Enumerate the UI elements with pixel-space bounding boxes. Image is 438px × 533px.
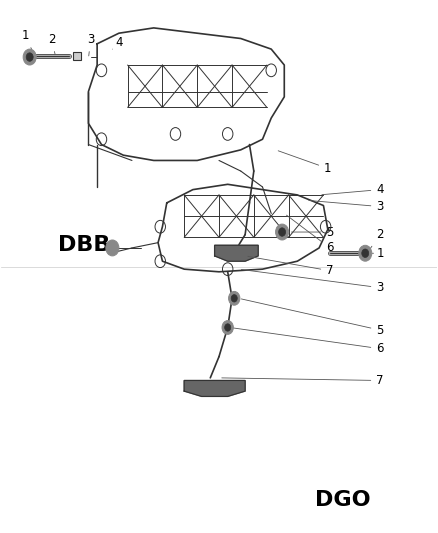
Circle shape [279, 228, 286, 236]
Circle shape [222, 320, 233, 334]
Text: 4: 4 [113, 36, 123, 49]
Circle shape [23, 49, 36, 65]
Circle shape [359, 245, 372, 261]
Text: 6: 6 [286, 215, 334, 254]
Circle shape [362, 249, 369, 257]
Text: 3: 3 [241, 270, 384, 294]
Circle shape [231, 295, 237, 302]
Text: 5: 5 [241, 299, 384, 337]
Text: DGO: DGO [315, 490, 371, 510]
Text: 1: 1 [372, 247, 384, 260]
Text: 4: 4 [322, 183, 384, 196]
Text: DBB: DBB [58, 235, 110, 255]
Text: 7: 7 [222, 374, 384, 387]
Circle shape [225, 324, 231, 331]
Circle shape [26, 53, 33, 61]
Polygon shape [184, 381, 245, 397]
Text: 3: 3 [309, 200, 384, 213]
Text: 1: 1 [21, 29, 33, 52]
Circle shape [276, 224, 289, 240]
Text: 3: 3 [87, 33, 94, 56]
Text: 2: 2 [48, 33, 55, 54]
Text: 5: 5 [291, 225, 334, 239]
Polygon shape [215, 245, 258, 261]
Text: 1: 1 [278, 151, 332, 175]
FancyBboxPatch shape [73, 52, 81, 60]
Text: 6: 6 [233, 328, 384, 355]
Circle shape [229, 292, 240, 305]
Text: 2: 2 [368, 228, 384, 251]
Text: 7: 7 [248, 256, 334, 277]
Circle shape [106, 240, 119, 256]
